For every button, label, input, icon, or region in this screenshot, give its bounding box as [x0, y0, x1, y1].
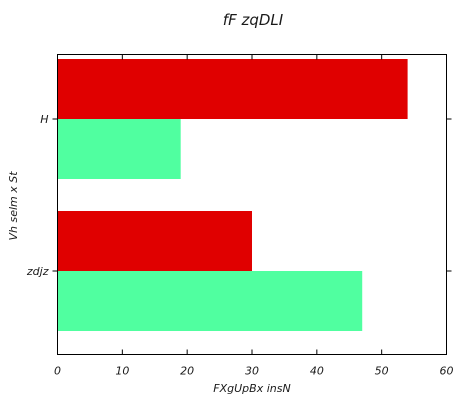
bar-zdjz-series-2 [57, 271, 363, 331]
bar-H-series-1 [57, 59, 408, 119]
y-axis-label: Vh selm x St [7, 171, 20, 241]
bars-layer [57, 59, 408, 331]
x-tick-label: 50 [375, 365, 389, 378]
y-tick-label-zdjz: zdjz [26, 265, 49, 278]
x-tick-label: 10 [115, 365, 129, 378]
x-tick-label: 40 [310, 365, 324, 378]
y-tick-label-H: H [40, 113, 48, 126]
bar-zdjz-series-1 [57, 211, 252, 271]
bar-H-series-2 [57, 119, 181, 179]
x-tick-label: 30 [245, 365, 259, 378]
x-tick-label: 20 [180, 365, 194, 378]
plot-frame [57, 54, 447, 355]
x-axis-label: FXgUpBx insN [213, 382, 290, 395]
x-tick-label: 60 [440, 365, 454, 378]
x-tick-label: 0 [54, 365, 61, 378]
chart-title: fF zqDLI [223, 11, 284, 29]
